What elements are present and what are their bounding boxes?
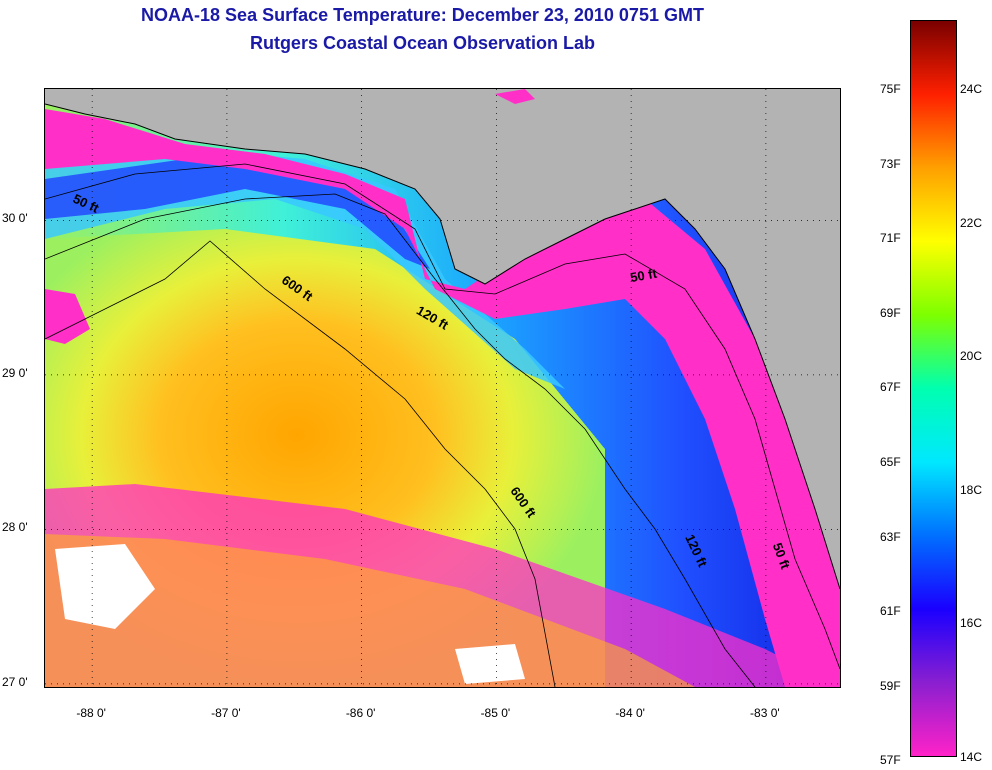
latitude-label: 29 0' (2, 365, 28, 380)
colorbar-c-label: 14C (960, 749, 983, 764)
coastal-patch-west (45, 289, 90, 344)
colorbar-f-label: 57F (880, 753, 901, 768)
longitude-label: -83 0' (750, 706, 780, 720)
cloud-white-1 (55, 544, 155, 629)
sst-map: 50 ft 600 ft 120 ft 50 ft 600 ft 120 ft 50 ft (44, 88, 841, 688)
colorbar-f-label: 63F (880, 529, 901, 544)
coastline (45, 103, 840, 590)
colorbar-c-label: 18C (960, 482, 983, 497)
cloud-band-gap (45, 534, 695, 687)
map-title: NOAA-18 Sea Surface Temperature: Decembe… (141, 5, 704, 25)
colorbar-c-label: 22C (960, 215, 983, 230)
colorbar-f-label: 69F (880, 305, 901, 320)
colorbar-f-label: 67F (880, 380, 901, 395)
colorbar-f-label: 61F (880, 604, 901, 619)
contour-600ft (45, 240, 556, 687)
contour-120ft (45, 193, 756, 687)
coastal-cold-strip (45, 109, 840, 687)
latitude-label: 27 0' (2, 674, 28, 689)
colorbar-f-label: 71F (880, 231, 901, 246)
temperature-colorbar (910, 20, 957, 757)
cloud-white-2 (455, 644, 525, 684)
map-subtitle: Rutgers Coastal Ocean Observation Lab (249, 33, 596, 53)
inland-patch (495, 89, 535, 104)
colorbar-f-label: 65F (880, 455, 901, 469)
colorbar-f-label: 75F (880, 82, 901, 96)
longitude-label: -86 0' (345, 706, 376, 720)
colorbar-c-label: 16C (960, 616, 983, 630)
depth-contour-label: 50 ft (629, 266, 659, 286)
colorbar-c-label: 20C (960, 349, 983, 363)
land-mass (45, 89, 840, 589)
graticule (45, 89, 840, 687)
colorbar-f-label: 73F (880, 156, 901, 171)
colorbar-f-label: 59F (880, 678, 901, 693)
colorbar-c-label: 24C (960, 82, 983, 96)
latitude-label: 30 0' (2, 211, 28, 226)
latitude-label: 28 0' (2, 520, 28, 535)
longitude-label: -85 0' (480, 706, 511, 720)
longitude-label: -88 0' (76, 706, 106, 720)
contour-50ft (45, 163, 840, 670)
longitude-label: -84 0' (615, 706, 645, 720)
longitude-label: -87 0' (211, 706, 241, 720)
